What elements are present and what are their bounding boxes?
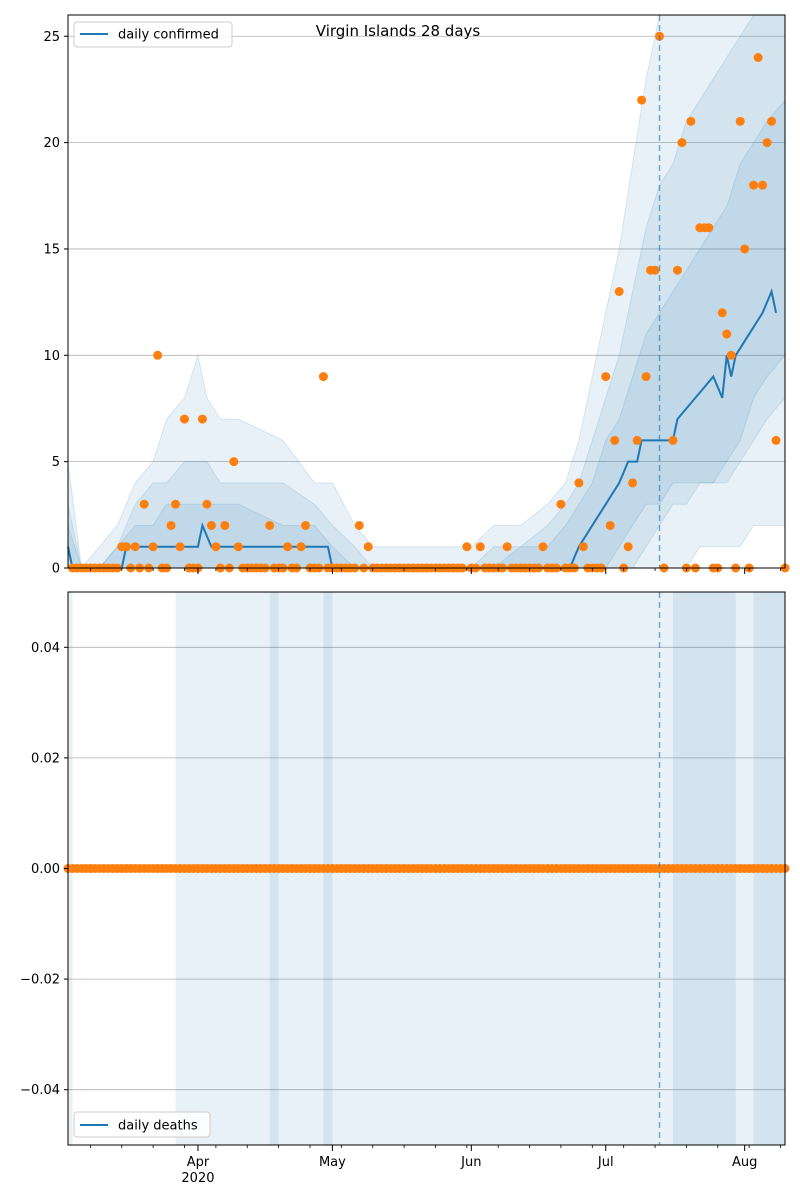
- confirmed-data-point: [740, 244, 750, 254]
- deaths-x-tick-label: Aug: [732, 1155, 757, 1170]
- confirmed-legend: daily confirmed: [73, 21, 233, 48]
- confirmed-data-point: [717, 308, 727, 318]
- deaths-x-tick-sublabel: 2020: [181, 1171, 214, 1186]
- confirmed-data-point: [605, 520, 615, 530]
- confirmed-data-point: [686, 116, 696, 126]
- deaths-x-tick-label: Jun: [460, 1155, 481, 1170]
- deaths-legend-box: [73, 1111, 211, 1138]
- confirmed-data-point: [641, 372, 651, 382]
- confirmed-data-point: [211, 542, 221, 552]
- confirmed-data-point: [672, 265, 682, 275]
- confirmed-data-point: [202, 499, 212, 509]
- chart-title: Virgin Islands 28 days: [316, 22, 481, 40]
- confirmed-data-point: [771, 435, 781, 445]
- deaths-x-tick-label: Jul: [597, 1155, 614, 1170]
- confirmed-data-point: [762, 138, 772, 148]
- confirmed-data-point: [171, 499, 181, 509]
- confirmed-data-point: [574, 478, 584, 488]
- confirmed-data-point: [668, 435, 678, 445]
- confirmed-data-point: [462, 542, 472, 552]
- confirmed-data-point: [749, 180, 759, 190]
- deaths-y-tick-label: −0.04: [20, 1083, 60, 1098]
- confirmed-data-point: [637, 95, 647, 105]
- confirmed-data-point: [175, 542, 185, 552]
- deaths-y-tick-label: 0.00: [31, 862, 60, 877]
- confirmed-data-point: [206, 520, 216, 530]
- confirmed-data-point: [121, 542, 131, 552]
- deaths-legend-label: daily deaths: [118, 1119, 198, 1134]
- confirmed-data-point: [318, 372, 328, 382]
- confirmed-x-ticks: [90, 568, 781, 574]
- confirmed-data-point: [623, 542, 633, 552]
- confirmed-y-tick-label: 15: [43, 242, 60, 257]
- confirmed-data-point: [354, 520, 364, 530]
- confirmed-data-point: [180, 414, 190, 424]
- confirmed-panel: 0 5 10 15 20 25 Virgin Islands 28 days daily …: [43, 14, 790, 577]
- deaths-x-tick-label: Apr: [187, 1155, 210, 1170]
- confirmed-data-point: [220, 520, 230, 530]
- confirmed-data-point: [283, 542, 293, 552]
- confirmed-data-point: [197, 414, 207, 424]
- confirmed-data-point: [502, 542, 512, 552]
- confirmed-trend-line: [67, 288, 778, 569]
- confirmed-data-point: [153, 350, 163, 360]
- confirmed-data-point: [628, 478, 638, 488]
- confirmed-data-point: [610, 435, 620, 445]
- confirmed-data-point: [753, 53, 763, 63]
- confirmed-data-point: [538, 542, 548, 552]
- confirmed-data-point: [233, 542, 243, 552]
- deaths-legend: daily deaths: [73, 1111, 211, 1138]
- deaths-y-tick-label: 0.02: [31, 751, 60, 766]
- confirmed-data-point: [758, 180, 768, 190]
- confirmed-data-point: [650, 265, 660, 275]
- confirmed-data-point: [677, 138, 687, 148]
- confirmed-data-point: [166, 520, 176, 530]
- confirmed-data-point: [735, 116, 745, 126]
- deaths-data-points: [63, 864, 790, 873]
- confirmed-data-point: [130, 542, 140, 552]
- confirmed-legend-label: daily confirmed: [118, 28, 219, 43]
- confirmed-data-point: [578, 542, 588, 552]
- confirmed-data-point: [556, 499, 566, 509]
- deaths-y-tick-label: 0.04: [31, 641, 60, 656]
- confirmed-data-point: [726, 350, 736, 360]
- confirmed-data-point: [148, 542, 158, 552]
- deaths-y-tick-label: −0.02: [20, 973, 60, 988]
- confirmed-y-tick-label: 0: [52, 562, 60, 577]
- confirmed-data-point: [704, 223, 714, 233]
- deaths-x-tick-label: May: [319, 1155, 346, 1170]
- confirmed-data-point: [632, 435, 642, 445]
- confirmed-data-point: [614, 287, 624, 296]
- confirmed-series-line: [67, 288, 778, 569]
- confirmed-data-point: [296, 542, 306, 552]
- confirmed-y-tick-label: 5: [52, 455, 60, 470]
- confirmed-data-point: [363, 542, 373, 552]
- deaths-y-ticks: −0.04 −0.02 0.00 0.02 0.04: [20, 641, 68, 1098]
- confirmed-data-point: [265, 520, 275, 530]
- confirmed-y-tick-label: 20: [43, 136, 60, 151]
- confirmed-data-point: [767, 116, 777, 126]
- confirmed-y-ticks: 0 5 10 15 20 25: [43, 30, 68, 577]
- confirmed-data-point: [301, 520, 311, 530]
- confirmed-data-point: [722, 329, 732, 339]
- confirmed-y-tick-label: 25: [43, 30, 60, 45]
- confirmed-data-point: [601, 372, 611, 382]
- confirmed-data-point: [475, 542, 485, 552]
- confirmed-data-point: [139, 499, 149, 509]
- confirmed-data-point: [229, 457, 239, 467]
- confirmed-y-tick-label: 10: [43, 349, 60, 364]
- confirmed-axes-frame: [67, 14, 786, 569]
- confirmed-legend-box: [73, 21, 233, 48]
